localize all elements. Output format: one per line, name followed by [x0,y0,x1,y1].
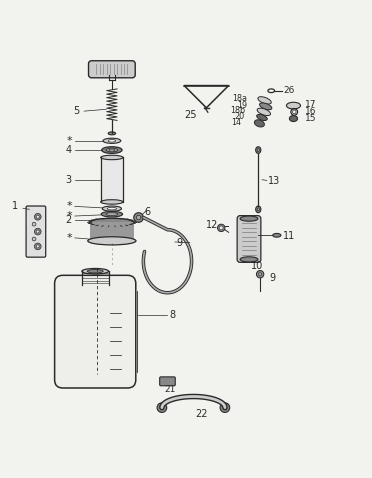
Circle shape [157,403,167,413]
Circle shape [36,215,39,218]
Ellipse shape [101,211,123,217]
Ellipse shape [108,140,116,142]
Polygon shape [101,157,123,202]
Circle shape [36,245,39,248]
Ellipse shape [109,149,115,151]
Ellipse shape [102,206,122,211]
FancyBboxPatch shape [26,206,46,257]
Circle shape [35,243,41,250]
Ellipse shape [87,270,103,273]
Text: 1: 1 [12,201,18,211]
Circle shape [137,215,141,220]
Text: 11: 11 [283,231,295,241]
Circle shape [32,237,36,241]
Ellipse shape [254,120,264,127]
Text: *: * [66,233,72,243]
Text: 16: 16 [305,108,316,116]
Ellipse shape [257,108,270,116]
Text: *: * [66,136,72,146]
Ellipse shape [292,110,296,114]
Text: 12: 12 [206,220,219,230]
Circle shape [35,214,41,220]
Text: 4: 4 [66,145,72,155]
Text: 8: 8 [169,310,176,320]
Ellipse shape [256,206,261,213]
Ellipse shape [107,207,116,210]
Text: 20: 20 [234,112,244,121]
Text: 26: 26 [283,86,295,95]
Circle shape [218,224,225,231]
Ellipse shape [82,269,109,274]
Circle shape [259,273,262,276]
Ellipse shape [258,97,271,104]
Circle shape [134,213,143,222]
Text: 9: 9 [177,238,183,248]
Text: 15: 15 [305,114,316,123]
Ellipse shape [286,102,301,109]
Circle shape [219,226,223,230]
Text: *: * [66,211,72,221]
Circle shape [220,403,230,413]
Ellipse shape [102,147,122,153]
Text: 9: 9 [269,273,276,283]
Text: 21: 21 [164,385,176,393]
FancyBboxPatch shape [89,61,135,78]
Circle shape [256,271,264,278]
Ellipse shape [108,132,116,135]
Ellipse shape [106,148,118,152]
FancyBboxPatch shape [55,275,136,388]
Text: 13: 13 [267,176,280,186]
Text: 3: 3 [66,174,72,185]
Ellipse shape [106,213,118,216]
Text: *: * [66,201,72,211]
FancyBboxPatch shape [160,377,175,386]
Ellipse shape [101,200,123,204]
Text: 25: 25 [184,110,197,120]
Ellipse shape [260,103,272,110]
Ellipse shape [103,138,121,143]
Ellipse shape [257,149,259,152]
Ellipse shape [240,216,258,221]
Text: 18a: 18a [232,95,247,103]
Polygon shape [90,222,134,241]
Ellipse shape [257,114,267,120]
Text: 6: 6 [144,207,150,217]
Ellipse shape [256,147,261,153]
Text: 2: 2 [65,216,72,226]
Text: 18b: 18b [230,106,245,115]
FancyBboxPatch shape [237,216,261,262]
Text: 19: 19 [237,101,247,110]
Ellipse shape [101,155,123,160]
Ellipse shape [88,237,136,245]
Text: 10: 10 [251,261,263,271]
Ellipse shape [240,257,258,262]
Text: 22: 22 [195,409,208,419]
Ellipse shape [257,208,259,211]
Ellipse shape [90,218,134,227]
Circle shape [36,230,39,233]
Ellipse shape [273,233,281,237]
Text: 14: 14 [231,118,241,127]
Ellipse shape [289,116,298,121]
Circle shape [35,228,41,235]
Text: 5: 5 [73,106,79,116]
Text: 17: 17 [305,100,316,109]
Circle shape [32,222,36,226]
